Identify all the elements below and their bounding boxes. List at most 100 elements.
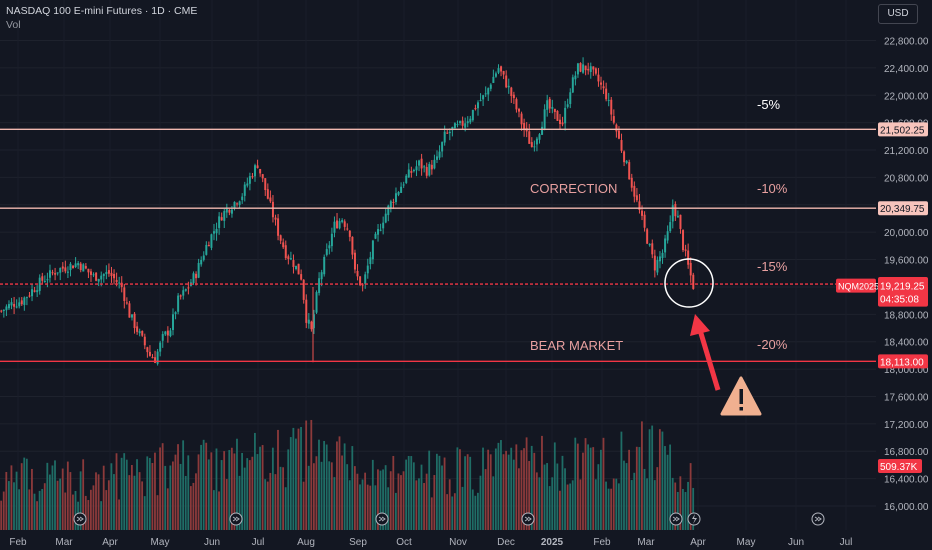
volume-bar — [243, 467, 246, 530]
volume-bar — [523, 448, 525, 530]
volume-bar — [256, 454, 259, 530]
level-badge — [878, 201, 928, 216]
candle-body — [274, 217, 277, 220]
volume-bar — [479, 475, 482, 530]
volume-bar — [233, 453, 236, 530]
price-axis[interactable]: 16,000.00 16,400.00 16,800.00 17,200.00 17,6… — [884, 37, 929, 514]
candle-body — [159, 342, 162, 352]
volume-bar — [633, 472, 636, 530]
candle-body — [541, 126, 544, 135]
time-axis[interactable]: Feb Mar Apr May Jun Jul Aug Sep Oct Nov Dec 2025 Feb… — [9, 537, 852, 548]
volume-bar — [56, 480, 59, 530]
candle-body — [441, 142, 444, 152]
volume-bar — [89, 489, 92, 530]
volume-bar — [266, 481, 269, 530]
volume-bar — [330, 462, 333, 530]
candle-body — [279, 235, 282, 241]
volume-bar — [520, 450, 523, 530]
volume-bar — [548, 486, 551, 530]
volume-bar — [156, 495, 159, 530]
candle-body — [389, 201, 392, 208]
candle-body — [138, 331, 141, 334]
volume-bar — [353, 466, 356, 530]
volume-bar — [315, 456, 318, 530]
volume-bar — [692, 487, 695, 530]
candle-body — [97, 278, 100, 282]
candle-body — [215, 228, 218, 234]
volume-bar — [20, 463, 23, 530]
volume-bar — [469, 456, 472, 530]
volume-bar — [379, 470, 382, 530]
candle-body — [684, 249, 687, 251]
volume-bar — [197, 454, 200, 530]
volume-bar — [33, 493, 36, 530]
volume-bar — [356, 473, 359, 530]
candle-body — [651, 243, 654, 255]
volume-bar — [74, 490, 77, 530]
horizontal-levels[interactable] — [0, 128, 876, 363]
candle-body — [366, 265, 369, 274]
volume-bar — [625, 463, 628, 530]
volume-bar — [343, 443, 346, 530]
candle-body — [277, 218, 280, 236]
y-tick-label: 22,800.00 — [884, 37, 929, 48]
pct-label-5: -5% — [757, 97, 781, 112]
volume-bar — [84, 495, 87, 530]
volume-bar — [612, 478, 615, 530]
volume-bar — [382, 469, 384, 530]
volume-bar — [305, 420, 308, 530]
volume-bar — [505, 450, 507, 530]
candle-body — [635, 195, 638, 201]
volume-bar — [223, 451, 226, 530]
volume-bar — [133, 475, 136, 530]
candle-body — [607, 99, 610, 101]
volume-bar — [0, 500, 3, 530]
highlight-circle — [664, 258, 714, 308]
candle-body — [336, 220, 339, 229]
volume-bar — [13, 482, 15, 530]
volume-bar — [59, 478, 62, 530]
volume-bar — [328, 461, 331, 530]
event-icon — [811, 512, 825, 526]
candle-body — [633, 185, 636, 197]
event-icons[interactable] — [73, 512, 825, 526]
candle-body — [330, 233, 333, 247]
volume-bar — [451, 496, 454, 530]
chart-grid — [0, 40, 876, 507]
candle-body — [41, 276, 44, 281]
candle-body — [471, 109, 474, 121]
event-chevrons — [76, 516, 84, 522]
candle-body — [195, 273, 198, 279]
volume-bar — [377, 469, 379, 530]
volume-bars — [0, 419, 695, 530]
candle-body — [623, 151, 626, 163]
volume-bar — [443, 457, 446, 530]
candle-body — [502, 71, 505, 75]
volume-bar — [336, 441, 338, 530]
volume-bar — [471, 489, 474, 530]
volume-bar — [69, 472, 72, 530]
candle-body — [571, 77, 574, 93]
volume-bar — [87, 500, 90, 530]
volume-bar — [320, 461, 323, 530]
event-chevrons — [672, 516, 680, 522]
volume-bar — [154, 452, 156, 530]
level-badge — [878, 122, 928, 137]
candle-body — [61, 266, 64, 269]
volume-bar — [100, 501, 103, 530]
volume-bar — [102, 465, 105, 530]
volume-bar — [600, 449, 602, 530]
x-tick-label: Apr — [102, 537, 118, 548]
currency-button[interactable]: USD — [878, 4, 918, 24]
candle-body — [620, 140, 623, 151]
candle-body — [128, 303, 131, 318]
candle-body — [505, 75, 508, 88]
candle-body — [287, 256, 290, 259]
volume-bar — [238, 475, 241, 530]
candle-body — [202, 255, 205, 260]
candle-body — [602, 86, 605, 89]
volume-bar — [141, 481, 144, 530]
volume-bar — [128, 475, 131, 530]
candle-body — [674, 204, 677, 217]
